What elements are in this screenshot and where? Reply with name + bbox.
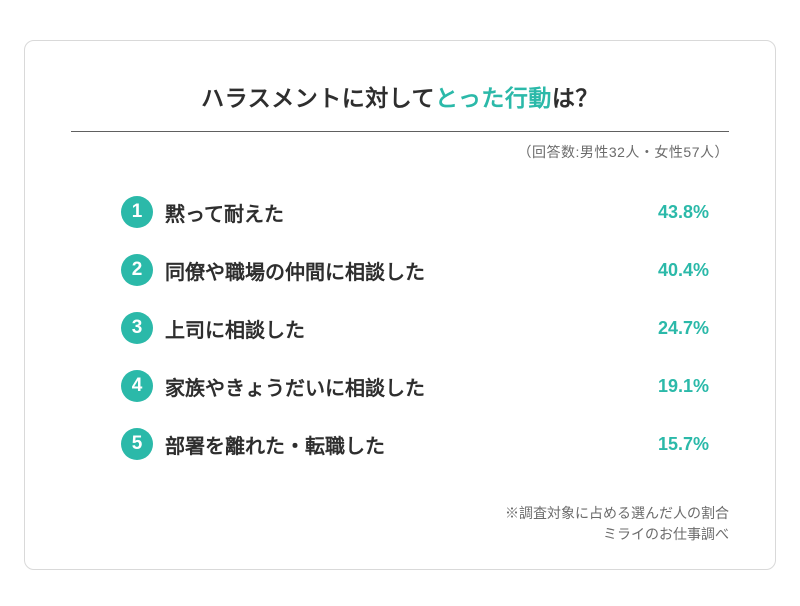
footer-line-1: ※調査対象に占める選んだ人の割合 [505,503,729,524]
list-item: 5 部署を離れた・転職した 15.7% [121,428,709,460]
title-post: は？ [552,85,599,111]
item-label: 家族やきょうだいに相談した [165,372,629,401]
list-item: 4 家族やきょうだいに相談した 19.1% [121,370,709,402]
item-label: 部署を離れた・転職した [165,430,629,459]
title-divider [71,131,729,132]
title-accent: とった行動 [435,85,552,111]
rank-badge: 1 [121,196,153,228]
list-item: 3 上司に相談した 24.7% [121,312,709,344]
item-percent: 40.4% [629,260,709,281]
item-percent: 19.1% [629,376,709,397]
footer-note: ※調査対象に占める選んだ人の割合 ミライのお仕事調べ [505,503,729,545]
item-percent: 43.8% [629,202,709,223]
rank-badge: 3 [121,312,153,344]
list-item: 1 黙って耐えた 43.8% [121,196,709,228]
item-percent: 15.7% [629,434,709,455]
rank-badge: 4 [121,370,153,402]
item-label: 同僚や職場の仲間に相談した [165,256,629,285]
item-percent: 24.7% [629,318,709,339]
item-label: 黙って耐えた [165,198,629,227]
footer-line-2: ミライのお仕事調べ [505,524,729,545]
respondent-note: （回答数:男性32人・女性57人） [71,142,729,162]
list-item: 2 同僚や職場の仲間に相談した 40.4% [121,254,709,286]
rank-badge: 2 [121,254,153,286]
rank-badge: 5 [121,428,153,460]
chart-title: ハラスメントに対してとった行動は？ [71,79,729,113]
title-pre: ハラスメントに対して [201,85,435,111]
item-label: 上司に相談した [165,314,629,343]
ranking-list: 1 黙って耐えた 43.8% 2 同僚や職場の仲間に相談した 40.4% 3 上… [71,196,729,460]
survey-card: ハラスメントに対してとった行動は？ （回答数:男性32人・女性57人） 1 黙っ… [24,40,776,570]
title-wrap: ハラスメントに対してとった行動は？ [71,79,729,113]
